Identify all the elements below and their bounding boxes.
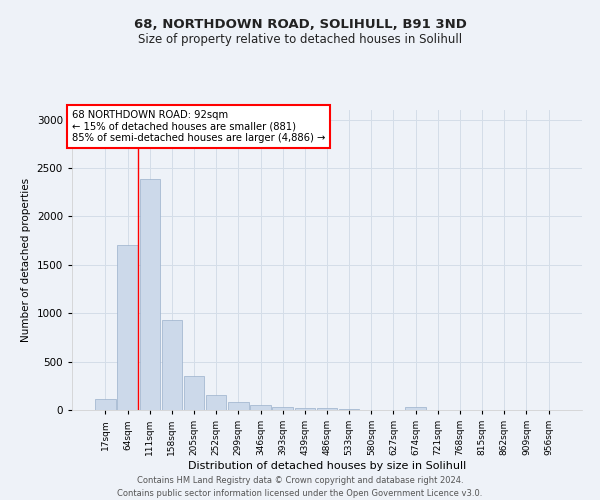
Bar xyxy=(140,178,160,410)
Bar xyxy=(95,400,116,410)
Bar xyxy=(406,407,426,410)
Bar xyxy=(184,376,204,410)
Bar xyxy=(250,404,271,410)
Y-axis label: Number of detached properties: Number of detached properties xyxy=(21,178,31,342)
Text: Contains HM Land Registry data © Crown copyright and database right 2024.
Contai: Contains HM Land Registry data © Crown c… xyxy=(118,476,482,498)
X-axis label: Distribution of detached houses by size in Solihull: Distribution of detached houses by size … xyxy=(188,461,466,471)
Bar xyxy=(228,402,248,410)
Bar xyxy=(317,408,337,410)
Bar xyxy=(118,246,138,410)
Text: 68, NORTHDOWN ROAD, SOLIHULL, B91 3ND: 68, NORTHDOWN ROAD, SOLIHULL, B91 3ND xyxy=(134,18,466,30)
Text: Size of property relative to detached houses in Solihull: Size of property relative to detached ho… xyxy=(138,32,462,46)
Bar xyxy=(272,406,293,410)
Bar xyxy=(339,409,359,410)
Bar xyxy=(295,408,315,410)
Text: 68 NORTHDOWN ROAD: 92sqm
← 15% of detached houses are smaller (881)
85% of semi-: 68 NORTHDOWN ROAD: 92sqm ← 15% of detach… xyxy=(72,110,325,143)
Bar xyxy=(206,396,226,410)
Bar xyxy=(161,320,182,410)
